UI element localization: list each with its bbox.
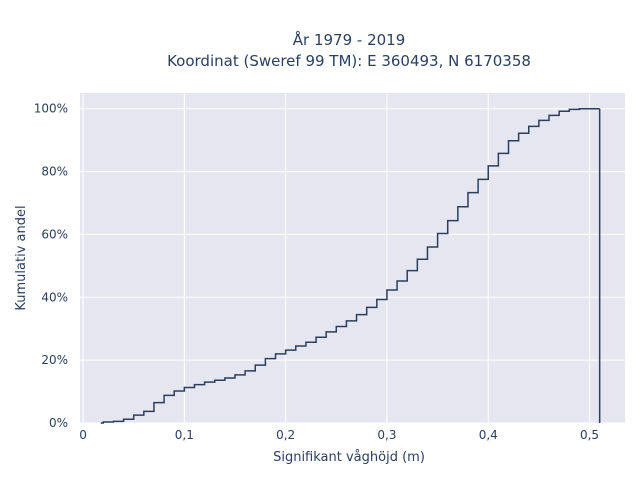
plot-area	[80, 93, 625, 423]
x-tick-label: 0,3	[377, 428, 396, 442]
x-axis-title: Signifikant våghöjd (m)	[273, 450, 425, 465]
x-tick-label: 0,2	[276, 428, 295, 442]
y-axis-title: Kumulativ andel	[14, 205, 29, 310]
y-tick-label: 80%	[41, 165, 68, 179]
chart-title-line2: Koordinat (Sweref 99 TM): E 360493, N 61…	[167, 52, 531, 70]
x-tick-label: 0,5	[580, 428, 599, 442]
cumulative-step-line	[100, 107, 600, 424]
y-tick-label: 40%	[41, 290, 68, 304]
x-tick-labels: 0 0,1 0,2 0,3 0,4 0,5	[79, 428, 599, 442]
y-tick-label: 60%	[41, 227, 68, 241]
grid-lines	[80, 93, 625, 424]
x-tick-label: 0,4	[479, 428, 498, 442]
y-tick-label: 20%	[41, 353, 68, 367]
x-tick-label: 0	[79, 428, 87, 442]
chart-title-line1: År 1979 - 2019	[293, 30, 406, 49]
y-tick-label: 0%	[49, 416, 68, 430]
x-tick-label: 0,1	[175, 428, 194, 442]
y-tick-label: 100%	[34, 102, 68, 116]
y-tick-labels: 0% 20% 40% 60% 80% 100%	[34, 102, 68, 430]
